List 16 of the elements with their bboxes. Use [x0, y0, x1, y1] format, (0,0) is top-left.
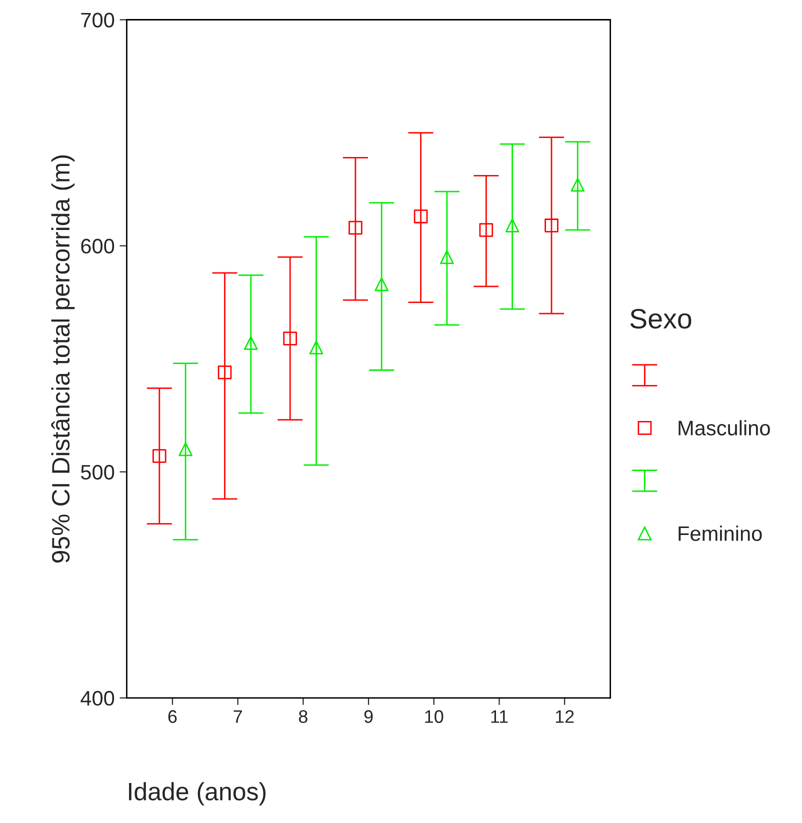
x-axis-title: Idade (anos) [129, 782, 266, 806]
legend-label: Feminino [678, 526, 762, 541]
x-tick-label: 8 [298, 710, 308, 723]
x-tick-label: 12 [556, 710, 574, 723]
x-tick-label: 10 [425, 710, 444, 723]
x-tick-label: 7 [234, 710, 242, 723]
y-axis-title: 95% CI Distância total percorrida (m) [51, 155, 75, 563]
y-tick-label: 700 [81, 12, 114, 28]
x-tick-label: 11 [491, 710, 508, 723]
x-tick-label: 6 [168, 710, 177, 723]
legend-title: Sexo [630, 308, 692, 329]
y-tick-label: 600 [81, 238, 114, 254]
x-tick-label: 9 [364, 710, 373, 723]
y-tick-label: 400 [80, 690, 114, 706]
legend-label: Masculino [678, 420, 770, 436]
y-tick-label: 500 [80, 464, 114, 480]
